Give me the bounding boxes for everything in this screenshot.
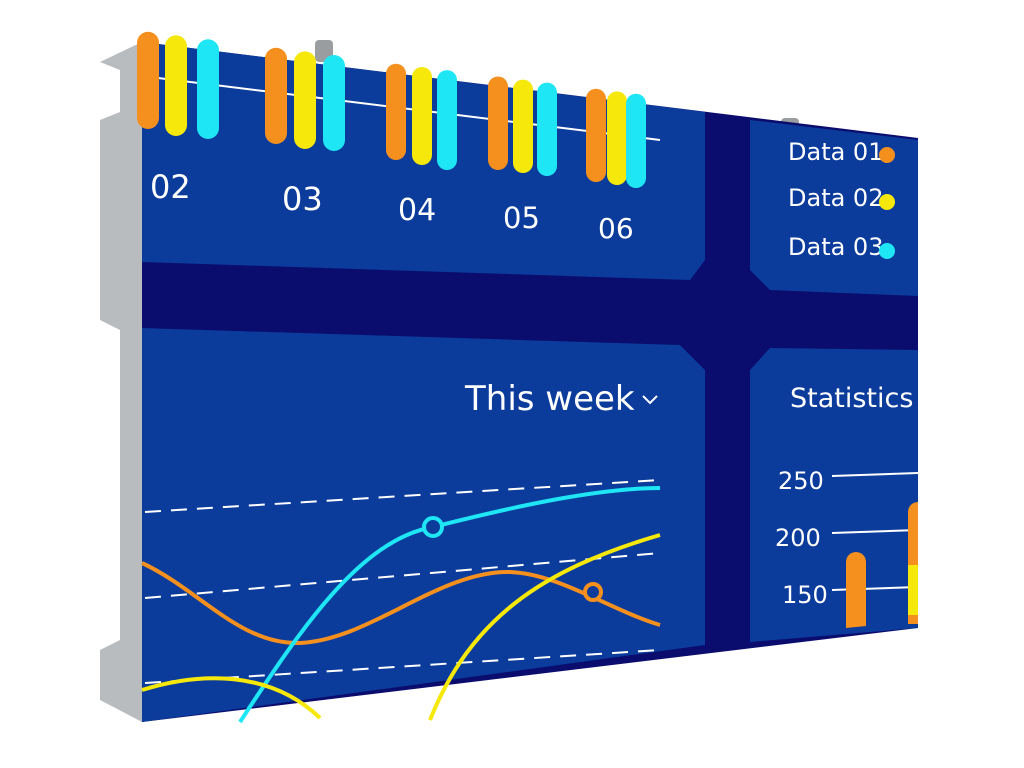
cabinet-frame bbox=[100, 42, 142, 722]
line-series-orange bbox=[141, 561, 661, 646]
legend-panel bbox=[750, 120, 918, 296]
top-bar-chart bbox=[137, 31, 646, 188]
legend-dot-data-03 bbox=[879, 243, 895, 259]
line-series-yellow-a bbox=[141, 676, 322, 720]
period-select[interactable]: This week bbox=[464, 379, 635, 419]
y-tick-250: 250 bbox=[778, 467, 824, 495]
legend-dot-data-01 bbox=[879, 147, 895, 163]
x-label-04: 04 bbox=[398, 193, 436, 228]
stats-bar-orange-1 bbox=[846, 552, 866, 628]
x-label-05: 05 bbox=[503, 201, 540, 235]
x-label-02: 02 bbox=[150, 168, 191, 206]
stats-bar-yellow-2 bbox=[908, 565, 918, 615]
legend-label-data-01: Data 01 bbox=[788, 138, 883, 166]
line-series-yellow-b bbox=[428, 533, 661, 721]
stats-title: Statistics 03 bbox=[790, 383, 956, 414]
orange-point-marker bbox=[583, 582, 603, 602]
y-tick-200: 200 bbox=[775, 524, 821, 552]
x-label-06: 06 bbox=[598, 212, 634, 245]
stats-panel bbox=[750, 348, 918, 642]
y-tick-150: 150 bbox=[782, 581, 828, 609]
chevron-down-icon[interactable] bbox=[642, 395, 658, 405]
legend-dot-data-02 bbox=[879, 194, 895, 210]
x-label-03: 03 bbox=[282, 180, 323, 218]
legend-label-data-02: Data 02 bbox=[788, 184, 883, 212]
cyan-point-marker bbox=[422, 516, 444, 538]
legend-label-data-03: Data 03 bbox=[788, 233, 883, 261]
